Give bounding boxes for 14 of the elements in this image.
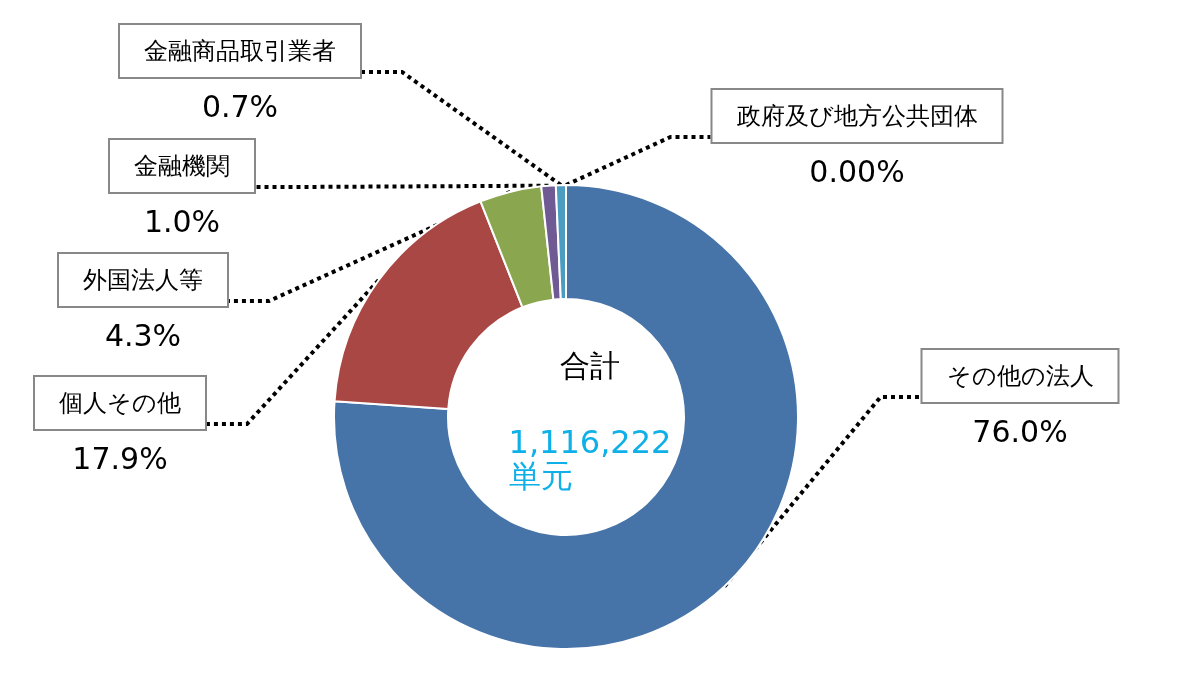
text: 0.00% — [809, 153, 905, 189]
data-label: 4.3% — [104, 317, 182, 353]
slice-label: その他の法人 — [946, 362, 1094, 390]
data-label: 76.0% — [972, 413, 1068, 449]
category-label: 政府及び地方公共団体 — [736, 102, 978, 130]
slice-label: 個人その他 — [59, 389, 181, 417]
text: 合計 — [560, 347, 620, 383]
slice-label: 金融機関 — [134, 152, 230, 180]
slice-label: 金融商品取引業者 — [144, 37, 336, 65]
data-label: 1.0% — [143, 203, 221, 239]
text: 1,116,222 単元 — [508, 423, 672, 495]
data-label: 17.9% — [72, 440, 168, 476]
data-label: 0.7% — [201, 88, 279, 124]
slice-label: 外国法人等 — [83, 266, 203, 294]
